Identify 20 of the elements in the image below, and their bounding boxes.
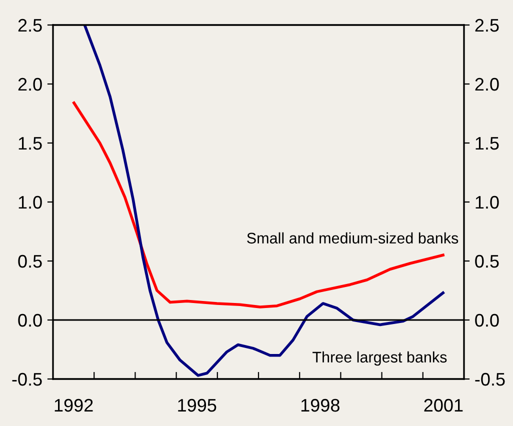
y2-tick-label: 0.5 [475,254,499,268]
x-tick-label: 1992 [54,398,93,412]
y2-tick-label: 2.5 [475,18,499,32]
y-tick-label: -0.5 [12,372,42,386]
x-tick-label: 2001 [424,398,463,412]
y-tick-label: 2.0 [18,78,42,91]
y2-tick-label: 2.0 [475,78,499,91]
y-tick-label: 0.5 [18,254,42,268]
x-tick-label: 1998 [301,398,340,412]
x-tick-label: 1995 [178,398,216,412]
series-label: Three largest banks [312,351,447,366]
y2-tick-label: 1.5 [476,137,499,150]
y-tick-label: 1.0 [18,196,42,209]
y-tick-label: 1.5 [18,137,42,150]
y2-tick-label: -0.5 [475,372,505,386]
series-label: Small and medium-sized banks [247,232,458,244]
y-tick-label: 0.0 [18,314,42,327]
y2-tick-label: 0.0 [475,314,499,327]
y-tick-label: 2.5 [18,18,42,32]
y2-tick-label: 1.0 [476,196,499,209]
